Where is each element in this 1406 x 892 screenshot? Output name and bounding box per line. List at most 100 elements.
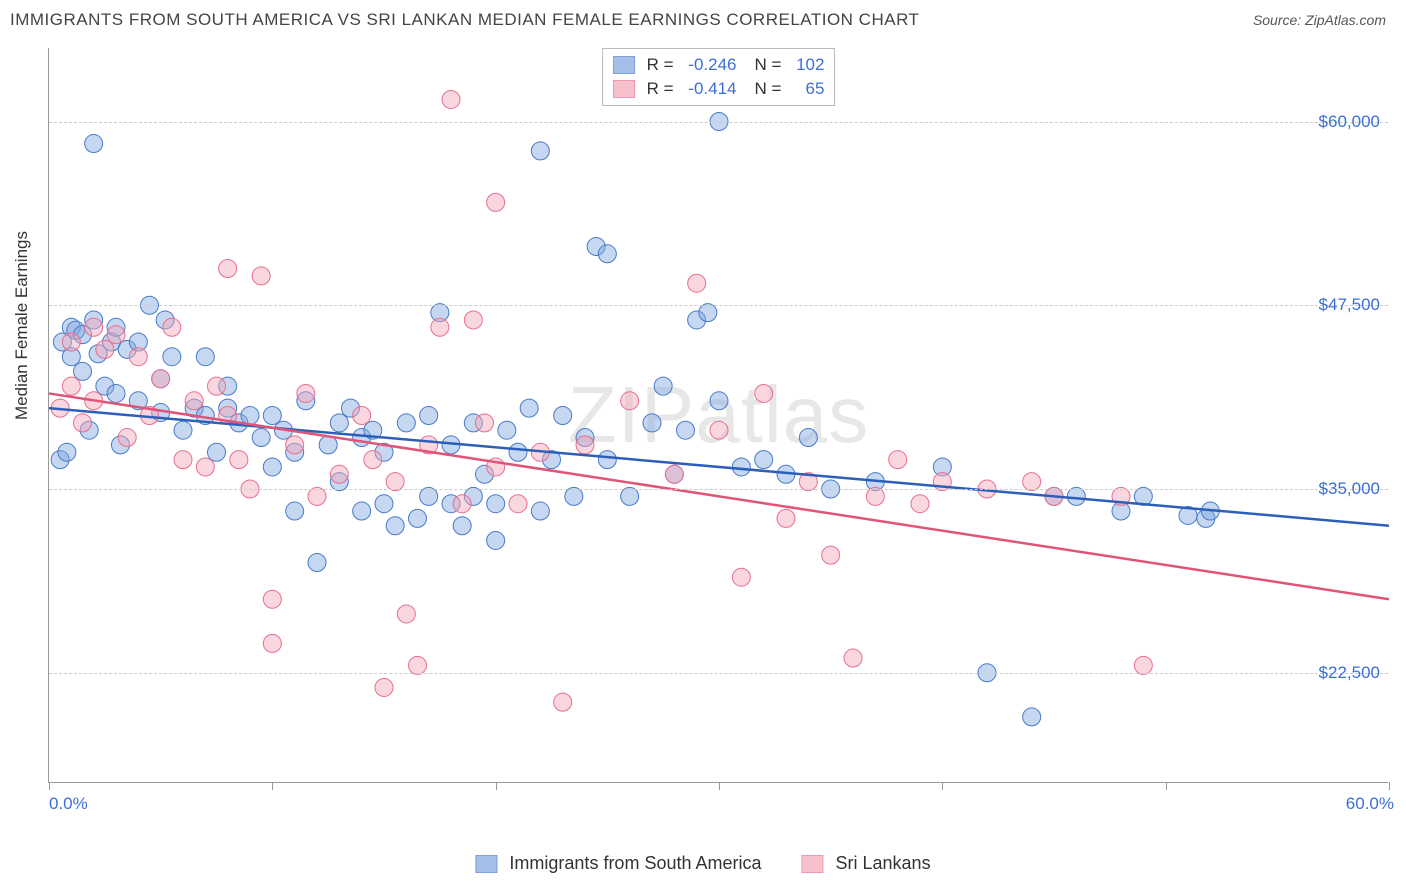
legend-item: Immigrants from South America: [475, 853, 761, 874]
data-point: [62, 333, 80, 351]
data-point: [174, 451, 192, 469]
y-tick-label: $35,000: [1319, 479, 1380, 499]
data-point: [531, 502, 549, 520]
data-point: [330, 414, 348, 432]
x-axis-min-label: 0.0%: [49, 794, 88, 814]
data-point: [364, 451, 382, 469]
bottom-legend: Immigrants from South America Sri Lankans: [475, 853, 930, 874]
data-point: [375, 678, 393, 696]
data-point: [85, 135, 103, 153]
data-point: [386, 473, 404, 491]
data-point: [699, 304, 717, 322]
data-point: [74, 362, 92, 380]
data-point: [476, 414, 494, 432]
data-point: [308, 487, 326, 505]
x-tick: [719, 782, 720, 790]
data-point: [330, 465, 348, 483]
data-point: [252, 267, 270, 285]
stat-r-label: R =: [647, 55, 674, 75]
data-point: [107, 384, 125, 402]
chart-title: IMMIGRANTS FROM SOUTH AMERICA VS SRI LAN…: [10, 10, 919, 30]
stats-row: R = -0.414N = 65: [613, 77, 825, 101]
x-tick: [49, 782, 50, 790]
data-point: [654, 377, 672, 395]
stats-legend: R = -0.246N = 102R = -0.414N = 65: [602, 48, 836, 106]
data-point: [732, 458, 750, 476]
data-point: [1023, 708, 1041, 726]
data-point: [319, 436, 337, 454]
data-point: [409, 656, 427, 674]
data-point: [129, 348, 147, 366]
gridline: [49, 489, 1388, 490]
data-point: [252, 429, 270, 447]
data-point: [263, 407, 281, 425]
data-point: [420, 407, 438, 425]
stat-n-value: 102: [789, 55, 824, 75]
data-point: [487, 531, 505, 549]
data-point: [196, 348, 214, 366]
data-point: [163, 348, 181, 366]
data-point: [196, 458, 214, 476]
legend-swatch: [802, 855, 824, 873]
gridline: [49, 122, 1388, 123]
data-point: [297, 384, 315, 402]
data-point: [665, 465, 683, 483]
data-point: [230, 451, 248, 469]
data-point: [219, 260, 237, 278]
data-point: [58, 443, 76, 461]
stat-r-label: R =: [647, 79, 674, 99]
data-point: [677, 421, 695, 439]
data-point: [710, 421, 728, 439]
data-point: [353, 502, 371, 520]
y-axis-title: Median Female Earnings: [12, 231, 32, 420]
data-point: [453, 517, 471, 535]
data-point: [409, 509, 427, 527]
x-axis-max-label: 60.0%: [1346, 794, 1394, 814]
legend-swatch: [613, 80, 635, 98]
data-point: [531, 142, 549, 160]
data-point: [822, 546, 840, 564]
data-point: [844, 649, 862, 667]
data-point: [308, 554, 326, 572]
data-point: [520, 399, 538, 417]
data-point: [118, 429, 136, 447]
data-point: [509, 495, 527, 513]
data-point: [453, 495, 471, 513]
data-point: [565, 487, 583, 505]
data-point: [241, 407, 259, 425]
data-point: [208, 443, 226, 461]
data-point: [598, 451, 616, 469]
data-point: [431, 318, 449, 336]
data-point: [286, 502, 304, 520]
x-tick: [942, 782, 943, 790]
data-point: [911, 495, 929, 513]
data-point: [554, 407, 572, 425]
data-point: [509, 443, 527, 461]
x-tick: [496, 782, 497, 790]
data-point: [286, 436, 304, 454]
data-point: [777, 509, 795, 527]
stat-n-label: N =: [755, 79, 782, 99]
legend-label: Sri Lankans: [836, 853, 931, 874]
legend-label: Immigrants from South America: [509, 853, 761, 874]
data-point: [85, 318, 103, 336]
data-point: [1134, 656, 1152, 674]
data-point: [185, 392, 203, 410]
stat-r-value: -0.414: [682, 79, 737, 99]
data-point: [755, 451, 773, 469]
legend-item: Sri Lankans: [802, 853, 931, 874]
data-point: [799, 429, 817, 447]
data-point: [464, 311, 482, 329]
data-point: [174, 421, 192, 439]
data-point: [152, 370, 170, 388]
data-point: [74, 414, 92, 432]
x-tick: [1389, 782, 1390, 790]
stats-row: R = -0.246N = 102: [613, 53, 825, 77]
data-point: [442, 90, 460, 108]
data-point: [866, 487, 884, 505]
data-point: [621, 487, 639, 505]
plot-area: ZIPatlas R = -0.246N = 102R = -0.414N = …: [48, 48, 1388, 783]
gridline: [49, 305, 1388, 306]
data-point: [62, 377, 80, 395]
y-tick-label: $22,500: [1319, 663, 1380, 683]
